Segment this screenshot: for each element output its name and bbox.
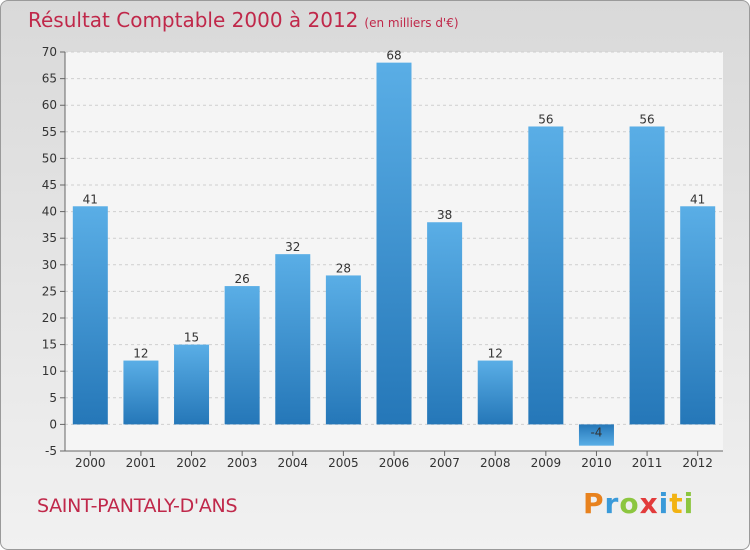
data-label: 26 xyxy=(235,272,250,286)
brand-letter: o xyxy=(619,487,640,520)
x-tick-label: 2001 xyxy=(126,456,157,470)
bar xyxy=(629,126,665,425)
bar xyxy=(325,275,361,425)
bar xyxy=(376,62,412,425)
bar xyxy=(680,206,716,425)
y-tick-label: 60 xyxy=(42,98,57,112)
x-tick-label: 2005 xyxy=(328,456,359,470)
chart-title-text: Résultat Comptable 2000 à 2012 xyxy=(28,8,359,32)
data-label: 12 xyxy=(488,347,503,361)
bar xyxy=(528,126,564,425)
chart-subtitle: (en milliers d'€) xyxy=(364,16,459,30)
y-tick-label: 70 xyxy=(42,45,57,59)
proxiti-logo[interactable]: Proxiti xyxy=(583,487,694,520)
y-tick-label: 10 xyxy=(42,364,57,378)
x-tick-label: 2007 xyxy=(429,456,460,470)
data-label: 12 xyxy=(133,347,148,361)
y-tick-label: 20 xyxy=(42,311,57,325)
x-tick-label: 2004 xyxy=(277,456,308,470)
x-tick-label: 2006 xyxy=(379,456,410,470)
brand-letter: P xyxy=(583,487,605,520)
x-tick-label: 2008 xyxy=(480,456,511,470)
bar xyxy=(275,254,311,425)
data-label: 15 xyxy=(184,331,199,345)
brand-letter: x xyxy=(639,487,659,520)
y-tick-label: 15 xyxy=(42,338,57,352)
x-tick-label: 2003 xyxy=(227,456,258,470)
data-label: 41 xyxy=(83,192,98,206)
y-tick-label: 65 xyxy=(42,72,57,86)
chart-title: Résultat Comptable 2000 à 2012 (en millie… xyxy=(28,8,459,32)
x-tick-label: 2012 xyxy=(682,456,713,470)
bar xyxy=(427,222,463,425)
y-tick-label: 50 xyxy=(42,151,57,165)
x-tick-label: 2002 xyxy=(176,456,207,470)
commune-name: SAINT-PANTALY-D'ANS xyxy=(37,495,238,517)
bar xyxy=(174,344,210,425)
y-tick-label: 0 xyxy=(49,417,57,431)
x-tick-label: 2011 xyxy=(632,456,663,470)
bar xyxy=(477,360,513,425)
y-tick-label: 40 xyxy=(42,205,57,219)
data-label: 38 xyxy=(437,208,452,222)
brand-letter: r xyxy=(604,487,620,520)
y-tick-label: 55 xyxy=(42,125,57,139)
data-label: 56 xyxy=(538,112,553,126)
x-tick-label: 2010 xyxy=(581,456,612,470)
bar xyxy=(123,360,159,425)
y-tick-label: 30 xyxy=(42,258,57,272)
x-tick-label: 2009 xyxy=(531,456,562,470)
data-label: 41 xyxy=(690,192,705,206)
data-label: 56 xyxy=(639,112,654,126)
bar xyxy=(224,286,260,425)
y-tick-label: 25 xyxy=(42,284,57,298)
y-tick-label: 5 xyxy=(49,391,57,405)
data-label: 68 xyxy=(386,49,401,63)
x-tick-label: 2000 xyxy=(75,456,106,470)
brand-letter: i xyxy=(683,487,695,520)
bar xyxy=(72,206,108,425)
y-tick-label: -5 xyxy=(45,444,57,458)
brand-letter: i xyxy=(658,487,670,520)
y-tick-label: 35 xyxy=(42,231,57,245)
bar xyxy=(578,424,614,446)
data-label: -4 xyxy=(590,425,602,439)
data-label: 32 xyxy=(285,240,300,254)
data-label: 28 xyxy=(336,261,351,275)
brand-letter: t xyxy=(669,487,684,520)
y-tick-label: 45 xyxy=(42,178,57,192)
